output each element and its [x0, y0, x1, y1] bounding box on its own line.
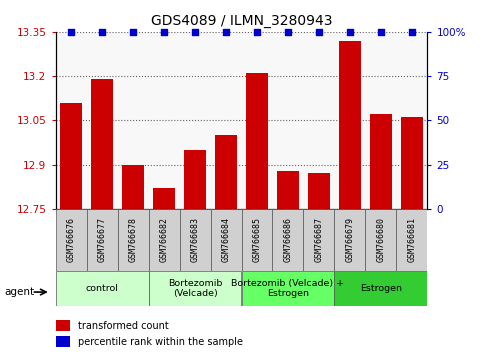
Point	[315, 29, 323, 35]
Bar	[366, 209, 397, 271]
Text: GSM766676: GSM766676	[67, 217, 75, 262]
Bar	[397, 209, 427, 271]
Point	[408, 29, 416, 35]
Text: GSM766677: GSM766677	[98, 217, 107, 262]
Text: GSM766684: GSM766684	[222, 217, 230, 262]
Bar	[334, 271, 427, 306]
Text: GSM766686: GSM766686	[284, 217, 293, 262]
Point	[284, 29, 292, 35]
Text: GSM766681: GSM766681	[408, 217, 416, 262]
Point	[160, 29, 168, 35]
Bar	[91, 79, 113, 209]
Text: Estrogen: Estrogen	[360, 284, 402, 293]
Bar	[56, 209, 86, 271]
Text: control: control	[85, 284, 118, 293]
Bar	[86, 209, 117, 271]
Text: percentile rank within the sample: percentile rank within the sample	[78, 337, 243, 347]
Bar	[60, 103, 82, 209]
Bar	[180, 209, 211, 271]
Bar	[339, 41, 361, 209]
Text: transformed count: transformed count	[78, 321, 169, 331]
Point	[129, 29, 137, 35]
Bar	[401, 118, 423, 209]
Text: GSM766687: GSM766687	[314, 217, 324, 262]
Text: agent: agent	[5, 287, 35, 297]
Point	[253, 29, 261, 35]
Text: GSM766683: GSM766683	[190, 217, 199, 262]
Point	[98, 29, 106, 35]
Bar	[334, 209, 366, 271]
Bar	[149, 271, 242, 306]
Bar	[242, 271, 334, 306]
Bar	[56, 336, 70, 347]
Bar	[184, 150, 206, 209]
Bar	[149, 209, 180, 271]
Bar	[153, 188, 175, 209]
Bar	[370, 114, 392, 209]
Bar	[122, 165, 144, 209]
Point	[346, 29, 354, 35]
Text: GSM766679: GSM766679	[345, 217, 355, 262]
Bar	[308, 173, 330, 209]
Bar	[56, 271, 149, 306]
Text: GSM766685: GSM766685	[253, 217, 261, 262]
Text: GSM766678: GSM766678	[128, 217, 138, 262]
Bar	[246, 73, 268, 209]
Title: GDS4089 / ILMN_3280943: GDS4089 / ILMN_3280943	[151, 14, 332, 28]
Bar	[56, 320, 70, 331]
Bar	[303, 209, 334, 271]
Point	[377, 29, 385, 35]
Bar	[117, 209, 149, 271]
Text: Bortezomib (Velcade) +
Estrogen: Bortezomib (Velcade) + Estrogen	[231, 279, 344, 298]
Text: GSM766682: GSM766682	[159, 217, 169, 262]
Text: Bortezomib
(Velcade): Bortezomib (Velcade)	[168, 279, 222, 298]
Point	[222, 29, 230, 35]
Bar	[272, 209, 303, 271]
Bar	[242, 209, 272, 271]
Point	[191, 29, 199, 35]
Bar	[215, 135, 237, 209]
Text: GSM766680: GSM766680	[376, 217, 385, 262]
Point	[67, 29, 75, 35]
Bar	[211, 209, 242, 271]
Bar	[277, 171, 299, 209]
